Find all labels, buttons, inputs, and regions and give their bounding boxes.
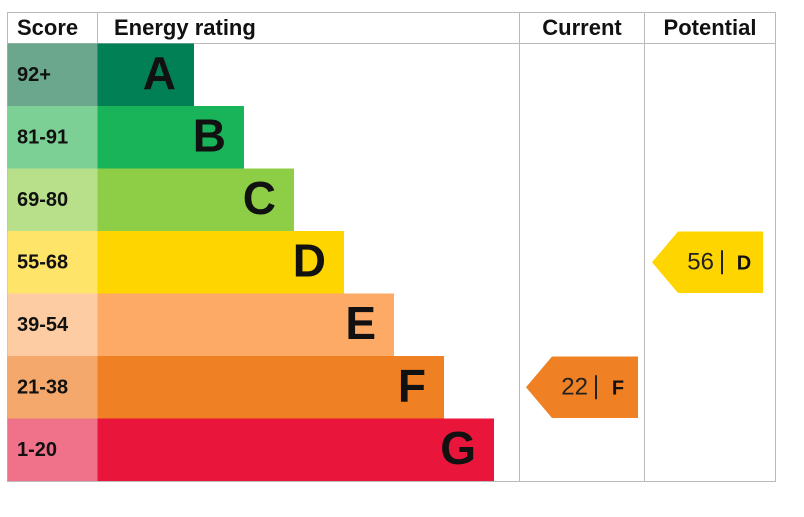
potential-value: 56 [687, 249, 714, 276]
rating-bar [97, 356, 444, 419]
rating-bar [97, 293, 394, 356]
current-rating: F [612, 378, 624, 400]
rating-letter: G [440, 422, 476, 474]
header-potential: Potential [664, 15, 757, 40]
rating-letter: A [143, 47, 176, 99]
score-label: 21-38 [17, 377, 68, 399]
header-score: Score [17, 15, 78, 40]
score-cell [7, 231, 98, 294]
rating-letter: D [293, 234, 326, 286]
score-cell [7, 293, 98, 356]
score-label: 92+ [17, 64, 51, 86]
rating-bar [97, 106, 244, 169]
rating-letter: E [345, 297, 376, 349]
current-value: 22 [561, 374, 588, 401]
score-cell [7, 106, 98, 169]
score-label: 81-91 [17, 127, 68, 149]
header-current: Current [542, 15, 622, 40]
score-label: 1-20 [17, 439, 57, 461]
rating-letter: C [243, 172, 276, 224]
rating-letter: B [193, 109, 226, 161]
score-label: 39-54 [17, 314, 69, 336]
score-cell [7, 356, 98, 419]
rating-bar [97, 231, 344, 294]
score-cell [7, 43, 98, 106]
score-label: 55-68 [17, 252, 68, 274]
score-label: 69-80 [17, 189, 68, 211]
current-arrow [526, 356, 638, 418]
header-rating: Energy rating [114, 15, 256, 40]
score-cell [7, 168, 98, 231]
rating-bar [97, 168, 294, 231]
rating-letter: F [398, 359, 426, 411]
score-cell [7, 418, 98, 481]
potential-arrow [652, 231, 763, 293]
potential-rating: D [737, 253, 751, 275]
rating-bar [97, 418, 494, 481]
rating-bar [97, 43, 194, 106]
